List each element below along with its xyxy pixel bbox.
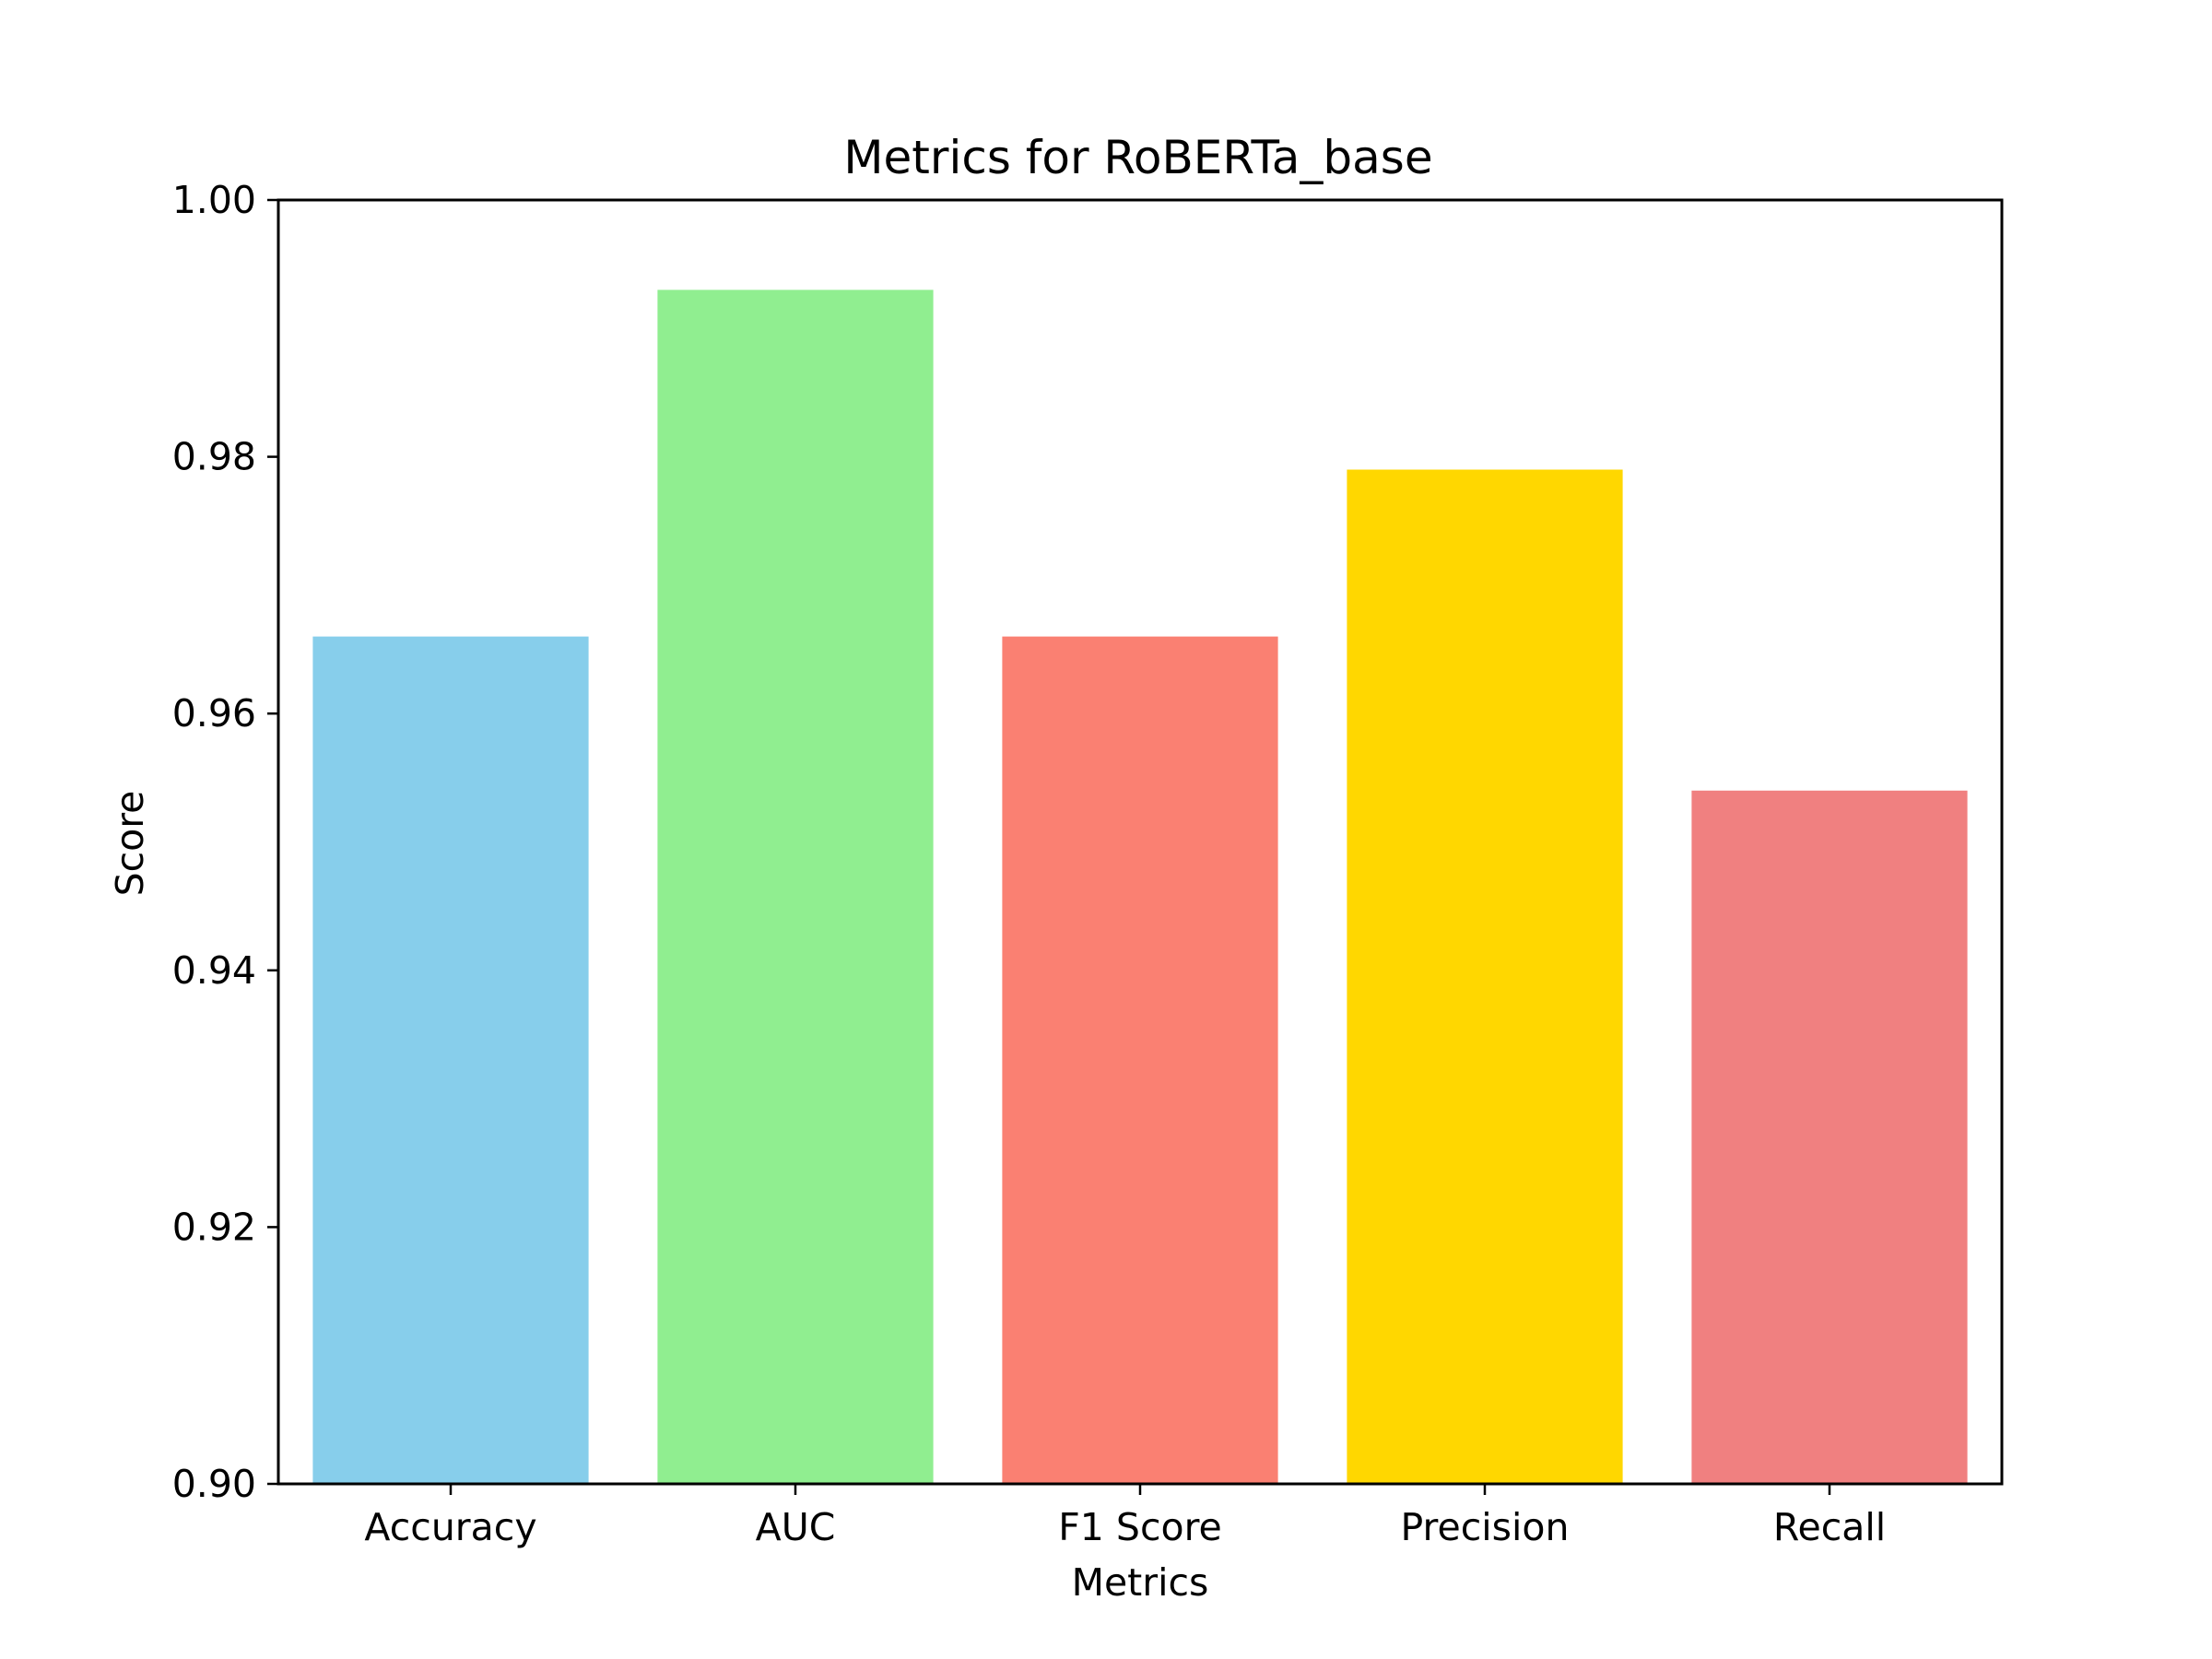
y-tick-label: 0.92 [172, 1205, 256, 1249]
y-tick-label: 0.94 [172, 948, 256, 993]
bar-recall [1691, 790, 1968, 1484]
bar-auc [657, 289, 934, 1484]
x-tick-label: Recall [1773, 1505, 1886, 1549]
bars-layer [312, 289, 1968, 1484]
x-tick-label: F1 Score [1058, 1505, 1222, 1549]
chart-title: Metrics for RoBERTa_base [843, 131, 1432, 184]
plot-area-frame [276, 198, 2004, 1486]
bar-f1-score [1002, 636, 1278, 1484]
y-axis-label: Score [108, 791, 152, 897]
x-axis-ticks: Accuracy AUC F1 Score Precision Recall [364, 1484, 1886, 1549]
x-tick-label: AUC [756, 1505, 836, 1549]
y-axis-ticks: 0.90 0.92 0.94 0.96 0.98 1.00 [172, 178, 278, 1506]
bar-accuracy [312, 636, 589, 1484]
y-tick-label: 0.90 [172, 1462, 256, 1506]
x-axis-label: Metrics [1072, 1560, 1209, 1605]
x-tick-label: Precision [1401, 1505, 1570, 1549]
y-tick-label: 1.00 [172, 178, 256, 222]
x-tick-label: Accuracy [364, 1505, 536, 1549]
y-tick-label: 0.98 [172, 435, 256, 479]
y-tick-label: 0.96 [172, 691, 256, 735]
bar-precision [1347, 469, 1623, 1484]
